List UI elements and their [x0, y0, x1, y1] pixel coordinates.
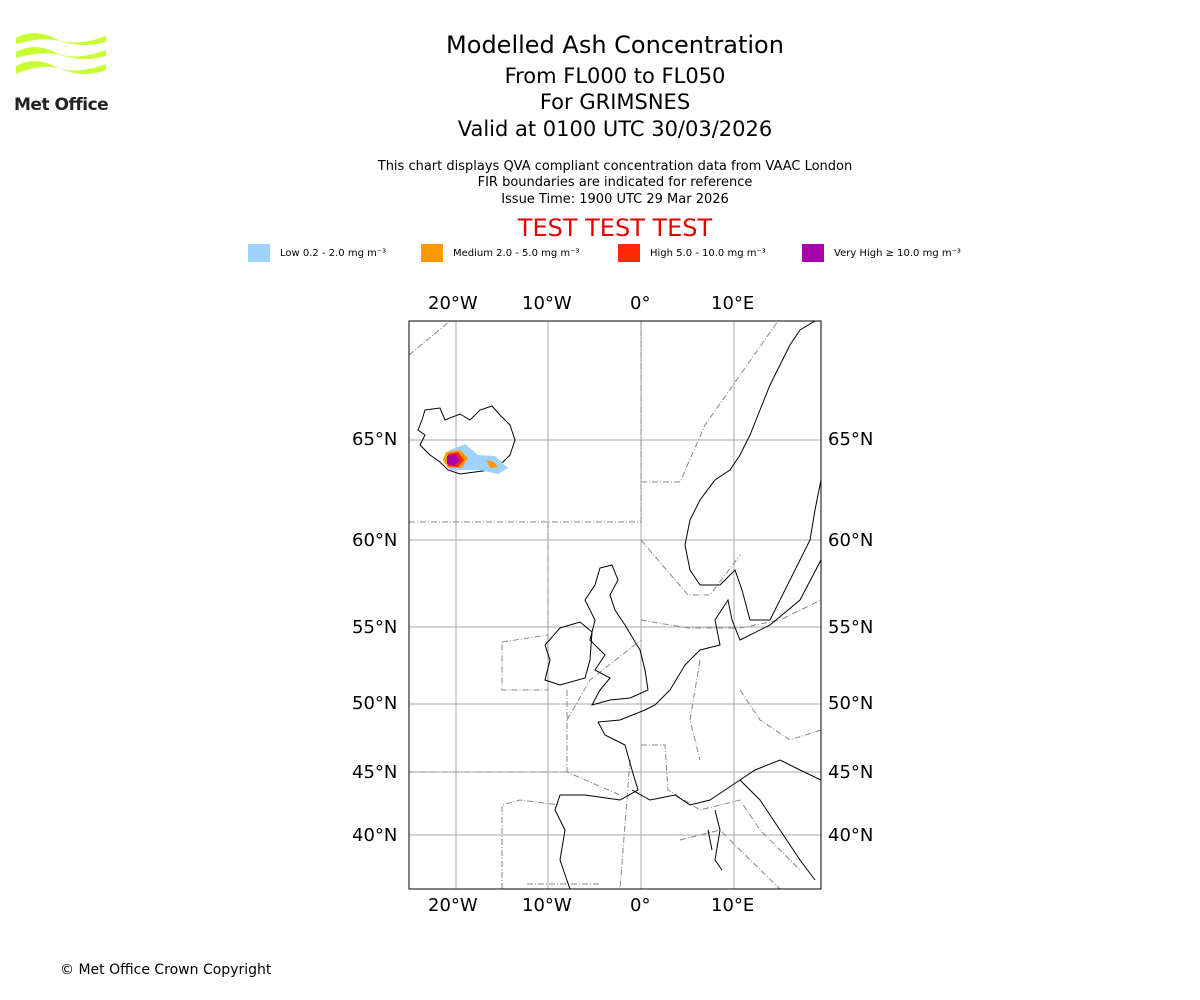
- chart-title: Modelled Ash Concentration: [446, 31, 784, 59]
- legend-swatch: [618, 244, 640, 262]
- great-britain: [584, 564, 649, 706]
- lat-label-right: 60°N: [828, 530, 874, 551]
- test-banner: TEST TEST TEST: [517, 214, 713, 242]
- legend-label: High 5.0 - 10.0 mg m⁻³: [650, 247, 766, 259]
- lat-label-left: 55°N: [352, 617, 398, 638]
- lat-label-right: 50°N: [828, 693, 874, 714]
- norway: [684, 321, 816, 621]
- lon-label-top: 10°W: [522, 293, 572, 314]
- lon-label-bottom: 0°: [630, 895, 651, 916]
- legend-swatch: [248, 244, 270, 262]
- lat-label-left: 65°N: [352, 429, 398, 450]
- lat-label-left: 50°N: [352, 693, 398, 714]
- info-line-1: This chart displays QVA compliant concen…: [377, 159, 853, 174]
- lat-label-left: 60°N: [352, 530, 398, 551]
- legend-label: Medium 2.0 - 5.0 mg m⁻³: [453, 247, 580, 259]
- legend-item-low: Low 0.2 - 2.0 mg m⁻³: [248, 244, 386, 262]
- lat-label-right: 65°N: [828, 429, 874, 450]
- legend-label: Low 0.2 - 2.0 mg m⁻³: [280, 247, 387, 259]
- lon-label-bottom: 10°E: [711, 895, 755, 916]
- ash-very-high: [447, 454, 460, 466]
- graticule: [409, 321, 821, 889]
- corsica-sardinia: [707, 809, 723, 871]
- legend-label: Very High ≥ 10.0 mg m⁻³: [834, 247, 961, 259]
- sweden-finland: [750, 479, 821, 621]
- lat-label-right: 55°N: [828, 617, 874, 638]
- coastlines: [417, 321, 821, 889]
- lon-label-top: 20°W: [428, 293, 478, 314]
- lon-label-bottom: 20°W: [428, 895, 478, 916]
- lat-label-right: 45°N: [828, 762, 874, 783]
- legend-item-very-high: Very High ≥ 10.0 mg m⁻³: [802, 244, 961, 262]
- fir-boundaries: [409, 321, 821, 889]
- volcano-name: For GRIMSNES: [539, 90, 691, 114]
- info-line-2: FIR boundaries are indicated for referen…: [477, 175, 753, 190]
- map-frame: [408, 320, 822, 890]
- ash-concentration: [443, 444, 508, 474]
- lon-label-top: 0°: [630, 293, 651, 314]
- lat-label-left: 45°N: [352, 762, 398, 783]
- continent: [554, 559, 821, 889]
- met-office-waves-icon: [16, 33, 106, 74]
- logo-text: Met Office: [14, 95, 109, 115]
- lat-label-left: 40°N: [352, 825, 398, 846]
- copyright: © Met Office Crown Copyright: [60, 962, 272, 978]
- lat-label-right: 40°N: [828, 825, 874, 846]
- lon-label-top: 10°E: [711, 293, 755, 314]
- issue-time: Issue Time: 1900 UTC 29 Mar 2026: [501, 192, 729, 207]
- legend-swatch: [802, 244, 824, 262]
- legend-swatch: [421, 244, 443, 262]
- ireland: [544, 621, 593, 686]
- lon-label-bottom: 10°W: [522, 895, 572, 916]
- legend-item-medium: Medium 2.0 - 5.0 mg m⁻³: [421, 244, 579, 262]
- legend-item-high: High 5.0 - 10.0 mg m⁻³: [618, 244, 766, 262]
- flight-levels: From FL000 to FL050: [504, 64, 726, 88]
- met-office-logo: Met Office: [14, 30, 109, 115]
- valid-time: Valid at 0100 UTC 30/03/2026: [457, 117, 773, 141]
